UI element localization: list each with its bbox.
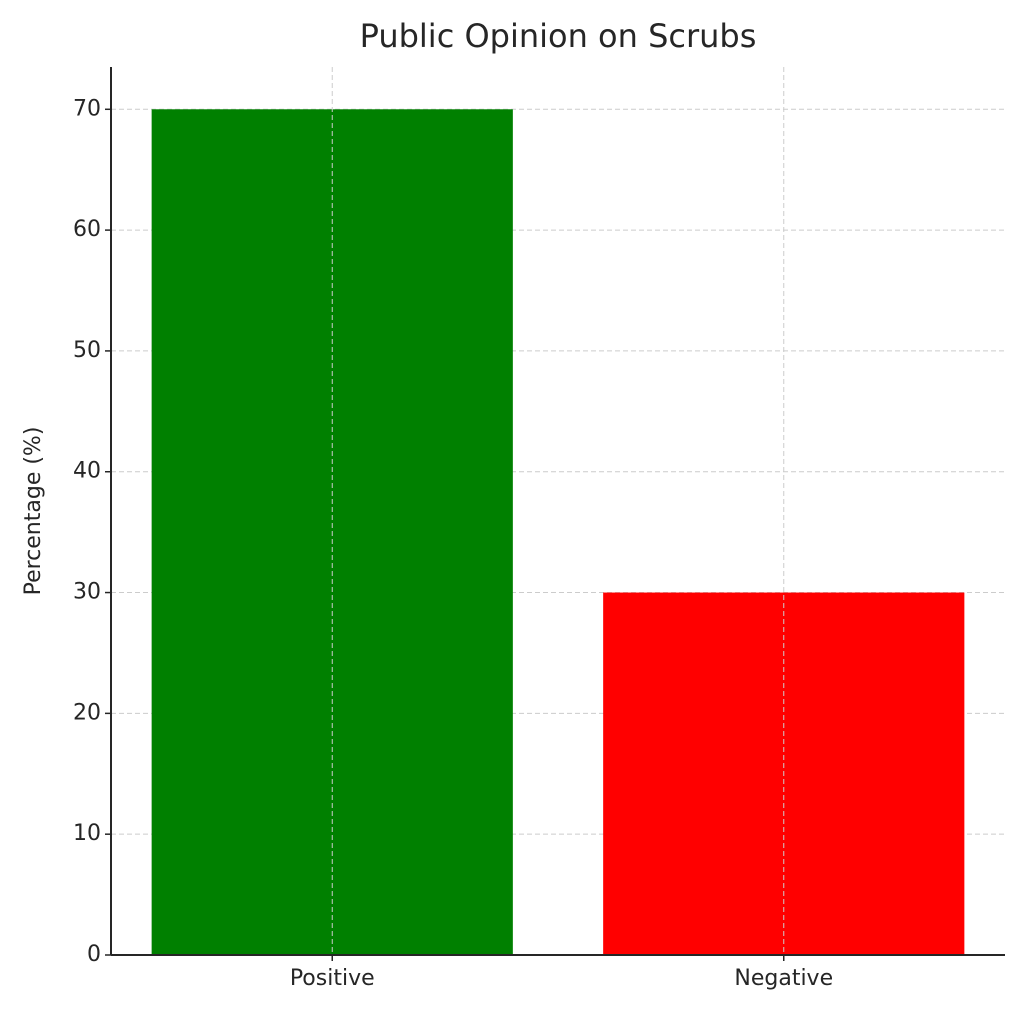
y-tick-label: 40 xyxy=(73,459,101,484)
y-tick-label: 70 xyxy=(73,96,101,121)
y-tick-label: 20 xyxy=(73,700,101,725)
y-tick-label: 60 xyxy=(73,217,101,242)
y-tick-label: 0 xyxy=(87,942,101,967)
x-tick-label: Positive xyxy=(290,966,375,991)
y-tick-label: 30 xyxy=(73,580,101,605)
y-tick-label: 50 xyxy=(73,338,101,363)
y-axis-label: Percentage (%) xyxy=(21,427,46,596)
chart-title: Public Opinion on Scrubs xyxy=(360,17,757,55)
y-tick-label: 10 xyxy=(73,821,101,846)
x-tick-label: Negative xyxy=(734,966,833,991)
